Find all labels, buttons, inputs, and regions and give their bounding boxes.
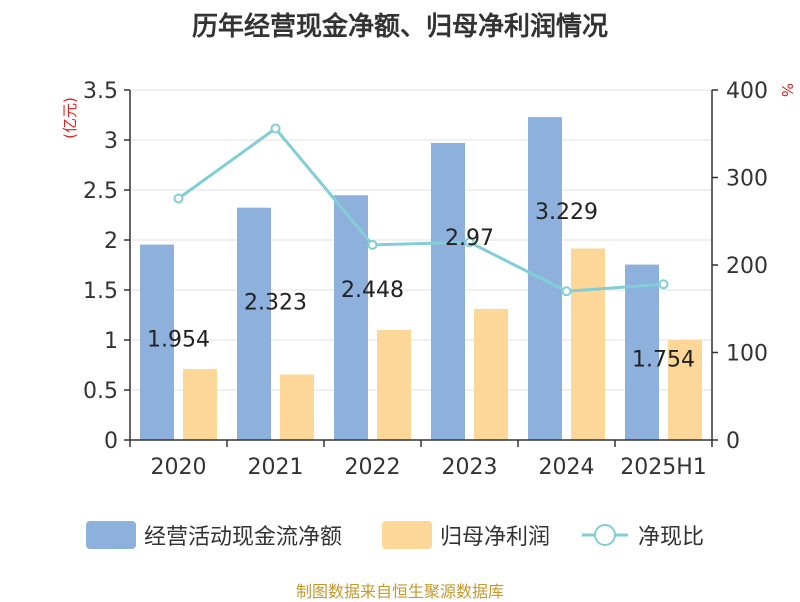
bar-cash-2024 [528,117,562,440]
legend-swatch-ratio [582,524,628,546]
data-label-cash-2020: 1.954 [147,328,210,353]
left-axis-tick-label: 3.5 [83,79,118,104]
bar-profit-2020 [183,369,217,440]
legend-swatch-cash [86,521,136,549]
point-ratio-2024 [561,286,572,297]
data-label-cash-2022: 2.448 [341,278,404,303]
x-axis-tick-label: 2025H1 [620,455,707,480]
point-ratio-2025H1 [658,279,669,290]
legend-item-cash[interactable]: 经营活动现金流净额 [86,520,342,550]
left-axis-tick-label: 3 [104,129,118,154]
left-axis-unit-label: (亿元) [61,97,79,139]
source-note: 制图数据来自恒生聚源数据库 [295,582,504,601]
data-label-cash-2023: 2.97 [445,226,494,251]
x-axis-tick-label: 2021 [248,455,304,480]
right-axis-tick-label: 200 [726,254,768,279]
legend-item-profit[interactable]: 归母净利润 [382,520,550,550]
bar-profit-2021 [280,374,314,440]
left-axis-tick-label: 1 [104,329,118,354]
right-axis-tick-label: 300 [726,167,768,192]
series-line-ratio [177,126,664,293]
point-ratio-2022 [367,239,378,250]
x-axis-tick-label: 2020 [151,455,207,480]
bar-cash-2023 [431,143,465,440]
x-axis-tick-label: 2023 [442,455,498,480]
bar-profit-2022 [377,330,411,440]
point-ratio-2021 [270,123,281,134]
left-axis-tick-label: 0.5 [83,379,118,404]
left-axis-tick-label: 2.5 [83,179,118,204]
right-axis-tick-label: 400 [726,79,768,104]
legend-swatch-profit [382,521,432,549]
bar-cash-2022 [334,195,368,440]
right-axis-tick-label: 100 [726,342,768,367]
data-label-cash-2021: 2.323 [244,291,307,316]
point-ratio-2023 [464,237,475,248]
bar-profit-2025H1 [668,340,702,440]
left-axis-tick-label: 1.5 [83,279,118,304]
left-axis-tick-label: 0 [104,429,118,454]
data-label-cash-2025H1: 1.754 [632,348,695,373]
chart-title: 历年经营现金净额、归母净利润情况 [191,12,608,42]
legend-item-ratio[interactable]: 净现比 [580,520,704,550]
bar-cash-2025H1 [625,264,659,440]
data-label-cash-2024: 3.229 [535,200,598,225]
legend-label-cash: 经营活动现金流净额 [144,525,343,550]
x-axis-tick-label: 2022 [345,455,401,480]
bar-cash-2021 [237,207,271,440]
x-axis-tick-label: 2024 [539,455,595,480]
legend-label-profit: 归母净利润 [440,525,551,550]
bar-profit-2023 [474,309,508,440]
right-axis-unit-label: % [778,83,796,97]
legend-label-ratio: 净现比 [638,525,705,550]
bar-profit-2024 [571,248,605,440]
left-axis-tick-label: 2 [104,229,118,254]
right-axis-tick-label: 0 [726,429,740,454]
bar-cash-2020 [140,244,174,440]
point-ratio-2020 [173,193,184,204]
